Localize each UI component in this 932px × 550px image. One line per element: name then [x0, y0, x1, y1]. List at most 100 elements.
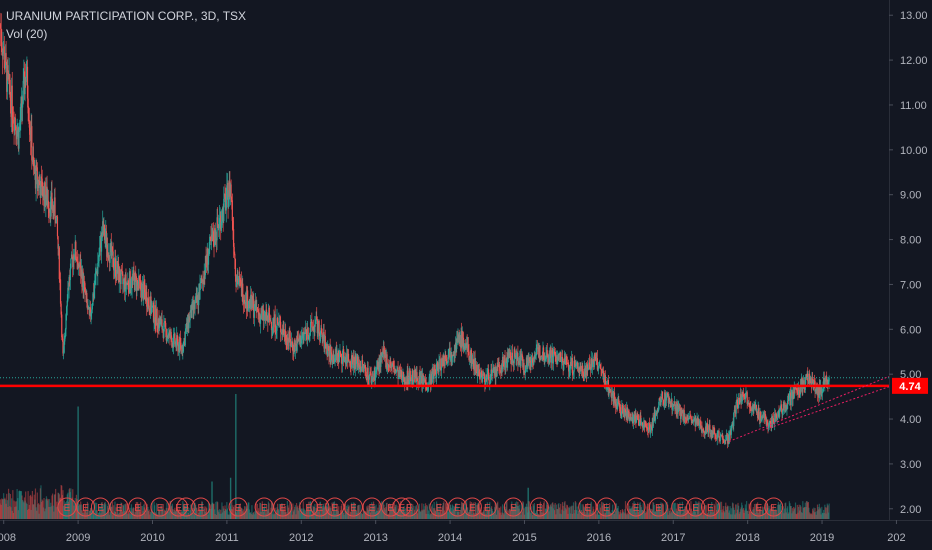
volume-bar [457, 511, 460, 519]
volume-bar [436, 503, 438, 519]
earnings-marker-label: E [633, 503, 640, 514]
volume-bar [372, 501, 375, 519]
volume-bar [827, 505, 829, 519]
volume-bar [728, 510, 731, 519]
candle-body [388, 365, 390, 367]
volume-bar [100, 502, 103, 519]
candle-body [493, 367, 495, 374]
volume-bar [451, 504, 454, 519]
candle-body [463, 347, 465, 350]
candle-body [393, 367, 395, 374]
candle-body [276, 318, 278, 331]
candle-body [347, 353, 349, 363]
volume-spike [211, 481, 213, 519]
candle-body [116, 261, 118, 277]
candle-body [527, 360, 529, 367]
candle-body [712, 434, 714, 437]
candle-body [143, 281, 145, 290]
volume-indicator-label[interactable]: Vol (20) [6, 27, 48, 41]
volume-bar [265, 513, 267, 519]
candle-body [57, 236, 59, 249]
volume-bar [596, 512, 598, 519]
candle-body [490, 369, 492, 376]
candle-body [340, 356, 342, 358]
volume-bar [363, 510, 365, 519]
volume-bar [362, 505, 364, 519]
volume-bar [588, 506, 591, 519]
candle-body [491, 371, 493, 377]
candle-body [133, 270, 135, 276]
candle-body [790, 392, 792, 406]
candle-body [577, 362, 579, 372]
volume-bar [644, 510, 646, 519]
volume-bar [487, 510, 489, 519]
candle-body [265, 309, 268, 321]
candle-body [660, 397, 663, 399]
candle-body [533, 359, 535, 365]
volume-bar [590, 501, 592, 519]
volume-bar [709, 510, 711, 519]
volume-bar [117, 508, 119, 519]
candle-body [92, 293, 95, 297]
volume-bar [657, 505, 659, 519]
volume-bar [94, 513, 96, 519]
candle-body [43, 186, 45, 207]
volume-bar [85, 504, 87, 519]
volume-bar [410, 503, 413, 519]
candle-body [34, 167, 36, 173]
volume-bar [61, 485, 63, 519]
volume-bar [653, 505, 655, 519]
volume-bar [305, 511, 307, 519]
earnings-marker [578, 497, 598, 517]
volume-bar [222, 506, 224, 519]
volume-bar [777, 502, 779, 519]
candle-body [60, 303, 62, 315]
volume-bar [634, 510, 636, 519]
candle-body [265, 309, 267, 320]
volume-bar [492, 511, 494, 519]
candle-body [126, 282, 128, 284]
volume-bar [730, 514, 732, 519]
volume-bar [793, 506, 795, 519]
candle-body [498, 364, 500, 368]
candle-body [267, 313, 270, 323]
volume-bar [511, 506, 513, 519]
candle-body [667, 393, 669, 395]
candle-body [6, 65, 8, 92]
candle-body [640, 415, 642, 425]
candle-body [637, 415, 639, 420]
candle-body [526, 357, 528, 367]
volume-bar [683, 508, 685, 519]
volume-bar [797, 507, 800, 519]
volume-bar [732, 503, 734, 519]
candle-body [443, 365, 446, 367]
candle-body [158, 318, 161, 328]
volume-bar [567, 513, 569, 519]
candle-body [336, 353, 339, 362]
volume-bar [18, 491, 20, 519]
candle-body [237, 282, 240, 285]
candle-body [725, 434, 728, 441]
candle-body [131, 276, 133, 288]
candle-body [349, 361, 351, 363]
time-tick-label: 2016 [587, 532, 611, 544]
volume-bar [514, 502, 517, 519]
volume-bar [536, 510, 538, 519]
candle-body [380, 355, 382, 367]
volume-bar [55, 507, 57, 519]
volume-bar [36, 510, 38, 519]
volume-bar [515, 504, 517, 519]
volume-bar [329, 506, 331, 519]
volume-bar [458, 511, 460, 519]
candle-body [350, 365, 352, 368]
volume-bar [568, 507, 570, 519]
candle-body [283, 333, 285, 337]
candle-body [793, 387, 795, 398]
volume-bar [650, 514, 652, 519]
volume-bar [368, 509, 370, 519]
candle-body [237, 278, 239, 285]
candle-body [762, 414, 764, 419]
candle-body [129, 271, 131, 293]
volume-bar [323, 507, 325, 519]
